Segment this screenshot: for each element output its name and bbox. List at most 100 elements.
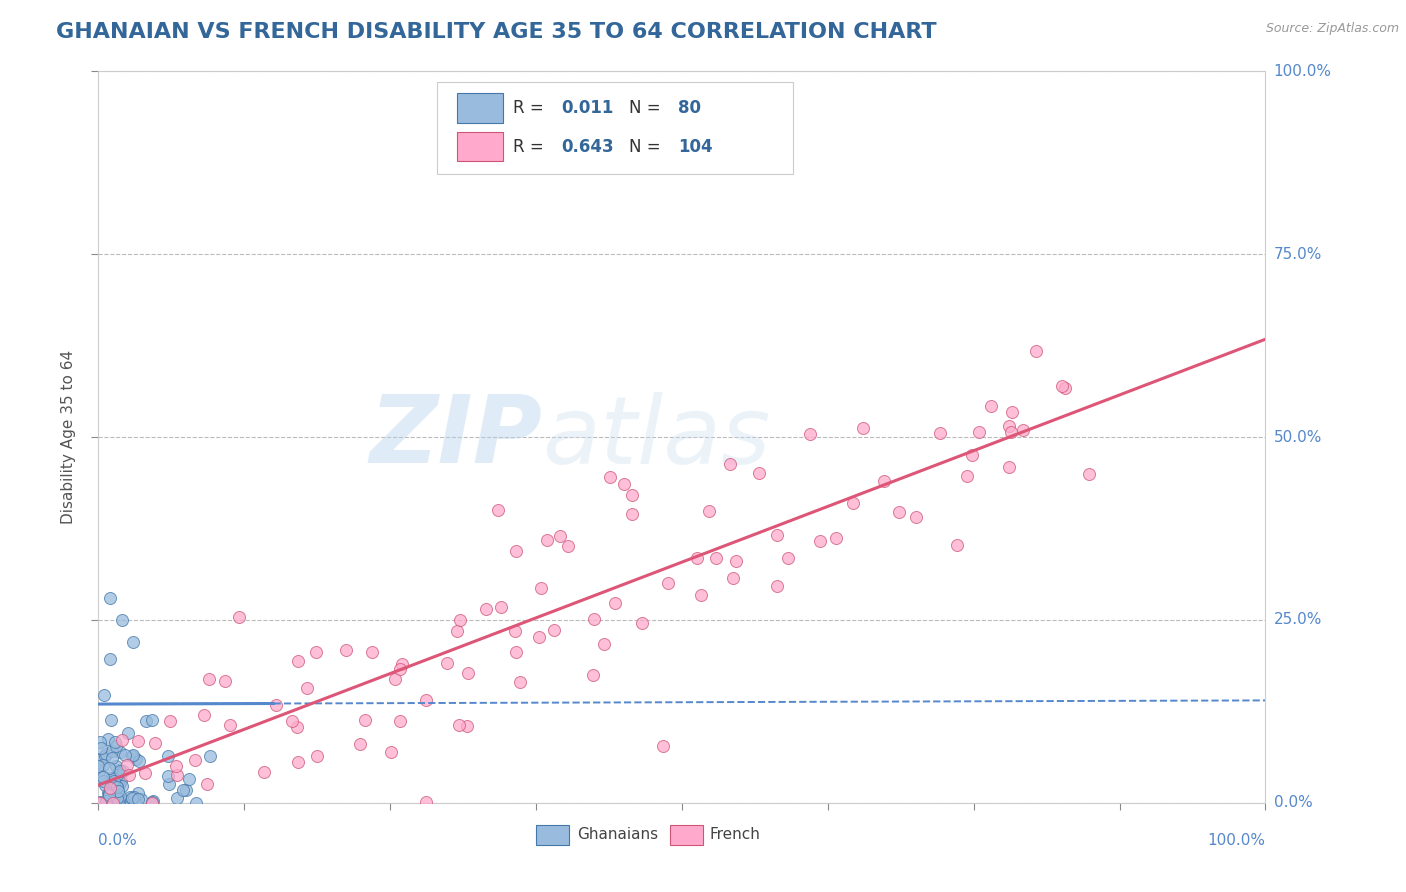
Text: GHANAIAN VS FRENCH DISABILITY AGE 35 TO 64 CORRELATION CHART: GHANAIAN VS FRENCH DISABILITY AGE 35 TO … [56,22,936,42]
Point [174,783,197,797]
Text: 25.0%: 25.0% [1274,613,1322,627]
Text: Source: ZipAtlas.com: Source: ZipAtlas.com [1265,22,1399,36]
Point [124,795,146,809]
Point [108,746,131,760]
Point [184,754,207,768]
Point [107,763,129,777]
Point [582,668,605,682]
Point [503,624,526,638]
Point [179,772,201,787]
Point [156,749,179,764]
Point [509,675,531,690]
Point [157,769,180,783]
Point [124,790,146,805]
Point [120,796,142,810]
Point [111,613,134,627]
Point [956,469,979,483]
Point [457,666,479,681]
Point [118,790,141,805]
Point [112,764,135,779]
Point [1050,379,1073,393]
Point [105,739,128,753]
Text: French: French [710,828,761,842]
Point [97,786,120,800]
Point [389,714,412,728]
Text: 100.0%: 100.0% [1208,833,1265,848]
Point [127,733,149,747]
Text: R =: R = [513,99,548,117]
Point [548,529,571,543]
Point [129,792,152,806]
Point [1025,343,1047,358]
Bar [457,132,503,161]
Text: 0.0%: 0.0% [98,833,138,848]
Point [89,795,111,809]
Point [122,747,145,762]
Point [94,747,117,761]
Point [127,786,149,800]
Point [97,788,120,802]
Point [195,777,218,791]
Point [143,736,166,750]
Point [111,732,134,747]
Point [852,421,875,435]
Text: 104: 104 [679,137,713,156]
Point [219,717,242,731]
Point [105,780,128,794]
Point [527,630,550,644]
Bar [536,825,568,846]
Point [103,796,125,810]
Point [997,460,1019,475]
Point [967,425,990,440]
Point [110,774,132,789]
Point [264,698,287,713]
Point [98,786,121,800]
Point [415,693,437,707]
Point [415,795,437,809]
Point [449,613,471,627]
Point [842,496,865,510]
Point [456,718,478,732]
Point [530,581,553,595]
Point [748,467,770,481]
Point [1001,404,1024,418]
Point [94,749,117,764]
Point [117,758,139,772]
Point [90,741,112,756]
Point [101,772,124,787]
Point [105,768,128,782]
Point [91,774,114,789]
Point [114,747,136,762]
Text: 0.0%: 0.0% [1274,796,1312,810]
Point [122,635,145,649]
Point [620,488,643,502]
Point [946,538,969,552]
Point [94,778,117,792]
Point [93,688,115,702]
Point [141,796,163,810]
Point [873,475,896,489]
Point [135,714,157,728]
Point [108,764,131,778]
Point [305,645,328,659]
Text: 50.0%: 50.0% [1274,430,1322,444]
Point [384,672,406,686]
Point [121,790,143,805]
Point [98,652,121,666]
Point [349,738,371,752]
Point [582,612,605,626]
Point [536,533,558,547]
Point [808,533,831,548]
Point [697,504,720,518]
Point [1012,424,1035,438]
Point [824,531,846,545]
Text: Ghanaians: Ghanaians [576,828,658,842]
Point [105,789,128,803]
Text: 0.643: 0.643 [562,137,614,156]
Point [121,748,143,763]
Point [118,768,141,782]
Point [172,782,194,797]
Point [557,539,579,553]
Point [89,796,111,810]
Point [388,662,411,676]
